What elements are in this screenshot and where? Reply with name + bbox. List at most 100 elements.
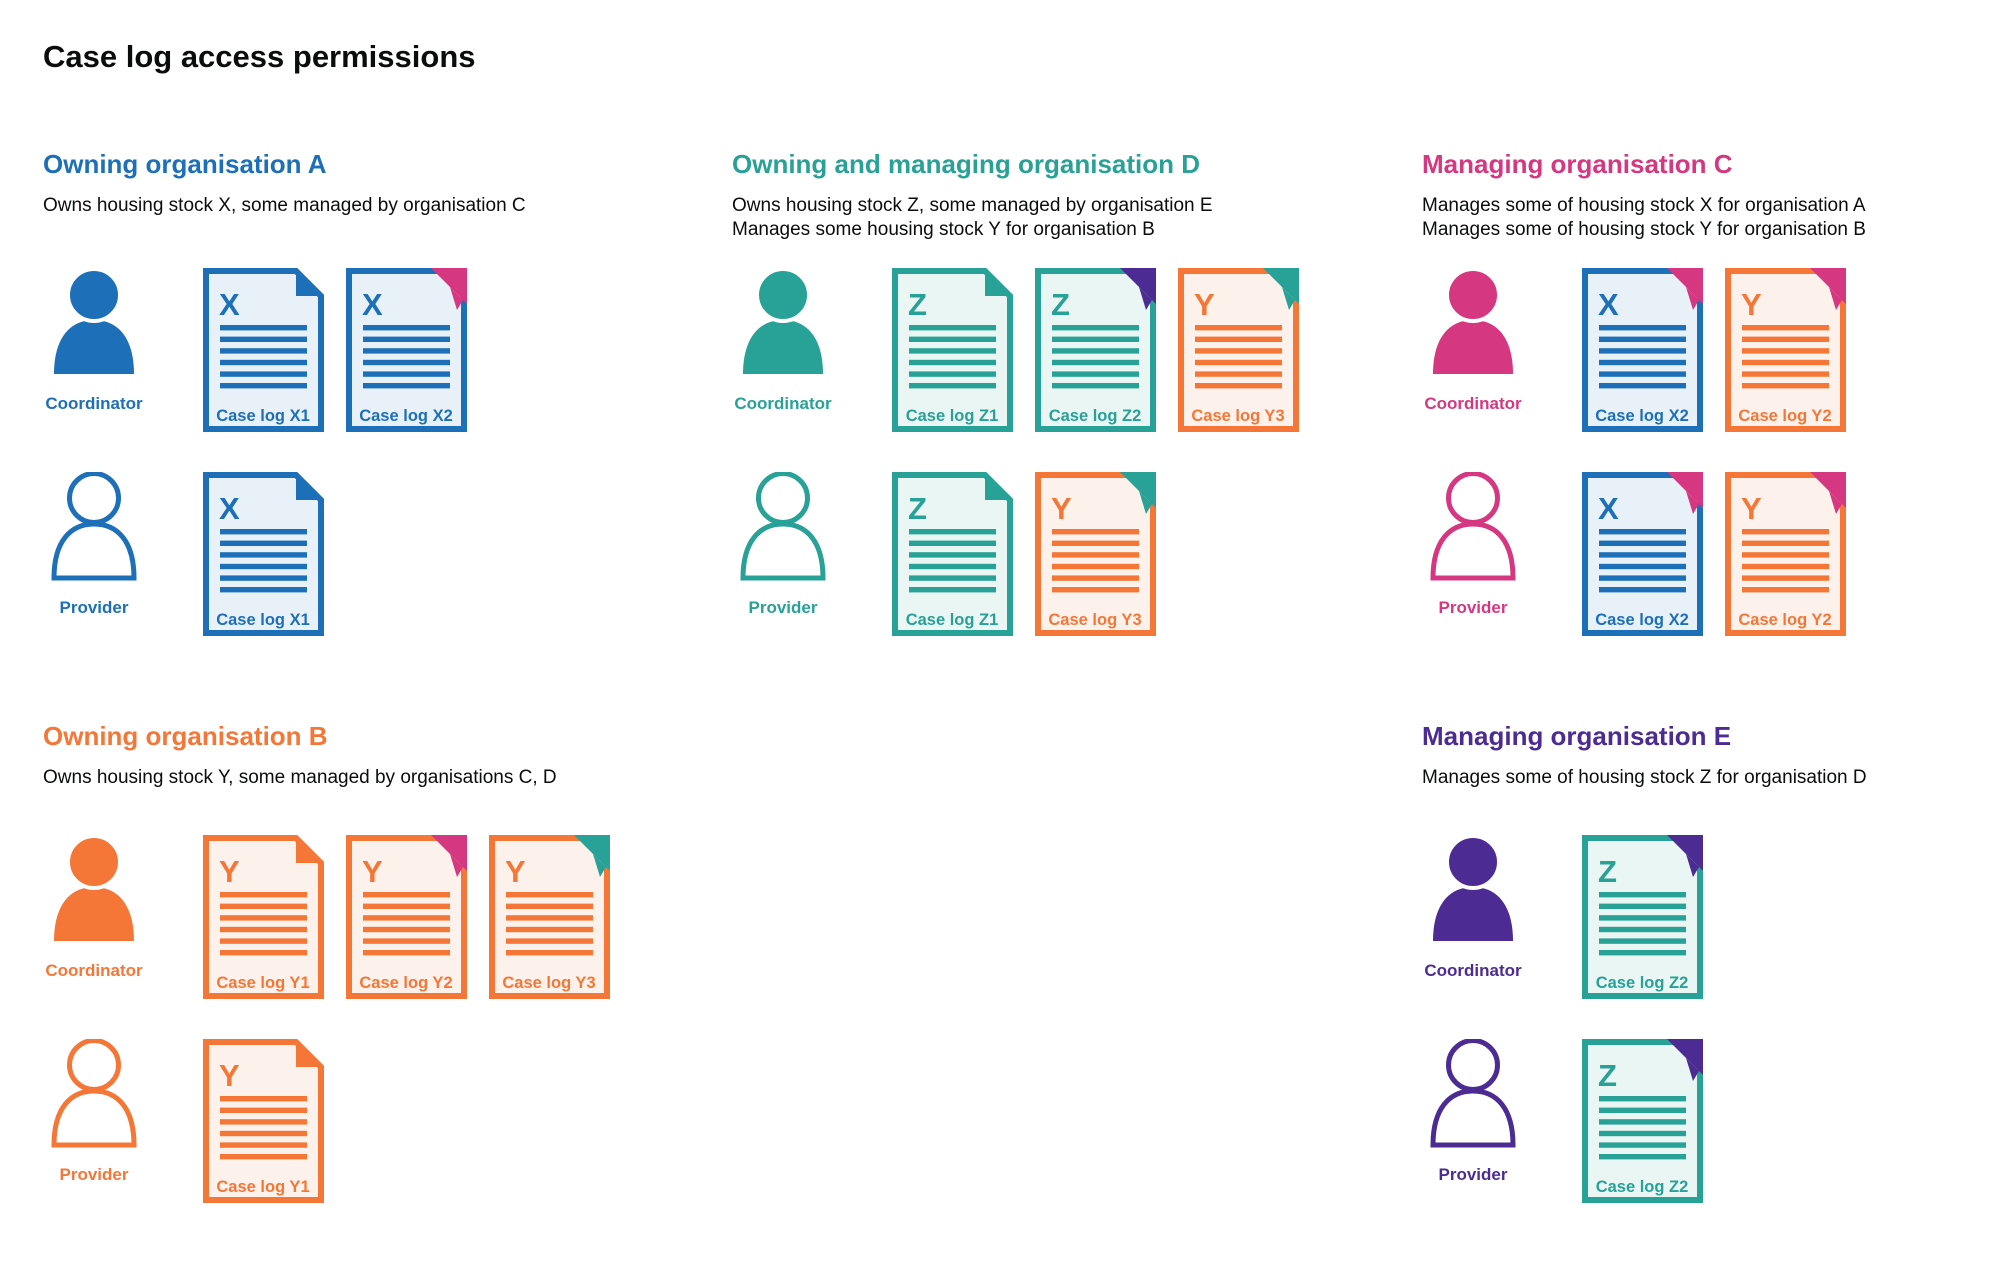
provider-icon — [50, 1038, 138, 1149]
svg-text:Z: Z — [1598, 1058, 1617, 1093]
svg-text:X: X — [1598, 287, 1619, 322]
role-row-provider: Provider X Case log X2 Y Case log Y2 — [1422, 471, 1997, 636]
svg-text:Case log Y3: Case log Y3 — [1191, 407, 1284, 425]
svg-text:Y: Y — [362, 854, 383, 889]
org-description: Owns housing stock Z, some managed by or… — [732, 194, 1392, 268]
svg-text:Case log Y2: Case log Y2 — [359, 974, 452, 992]
svg-text:Y: Y — [1741, 287, 1762, 322]
svg-text:Case log X2: Case log X2 — [1595, 407, 1689, 425]
person-column: Provider — [1422, 1038, 1524, 1185]
svg-text:Z: Z — [908, 491, 927, 526]
role-label: Coordinator — [734, 394, 832, 413]
page-title: Case log access permissions — [43, 39, 476, 74]
svg-text:Case log X2: Case log X2 — [359, 407, 453, 425]
role-row-provider: Provider Z Case log Z1 Y Case log Y3 — [732, 471, 1392, 636]
case-log-doc: Y Case log Y2 — [346, 835, 467, 999]
svg-text:Case log Z2: Case log Z2 — [1049, 407, 1142, 425]
case-log-doc: Y Case log Y1 — [203, 1039, 324, 1203]
case-log-docs: X Case log X1 — [203, 472, 324, 636]
org-description-line: Owns housing stock Y, some managed by or… — [43, 767, 557, 788]
person-column: Provider — [43, 1038, 145, 1185]
case-log-doc: X Case log X2 — [346, 268, 467, 432]
org-description: Manages some of housing stock Z for orga… — [1422, 766, 1997, 835]
svg-text:X: X — [362, 287, 383, 322]
org-section-d: Owning and managing organisation D Owns … — [732, 148, 1392, 636]
svg-text:Y: Y — [505, 854, 526, 889]
person-column: Provider — [1422, 471, 1524, 618]
case-log-docs: X Case log X2 Y Case log Y2 — [1582, 268, 1846, 432]
org-description: Owns housing stock Y, some managed by or… — [43, 766, 703, 835]
role-label: Provider — [748, 598, 818, 617]
org-description: Owns housing stock X, some managed by or… — [43, 194, 703, 268]
role-row-provider: Provider X Case log X1 — [43, 471, 703, 636]
person-column: Coordinator — [43, 267, 145, 414]
person-column: Coordinator — [732, 267, 834, 414]
svg-text:X: X — [1598, 491, 1619, 526]
org-heading: Owning and managing organisation D — [732, 149, 1201, 179]
case-log-docs: X Case log X2 Y Case log Y2 — [1582, 472, 1846, 636]
role-row-coordinator: Coordinator Y Case log Y1 Y Case log Y2 … — [43, 834, 703, 999]
case-log-docs: Z Case log Z1 Y Case log Y3 — [892, 472, 1156, 636]
role-label: Coordinator — [45, 394, 143, 413]
role-label: Provider — [59, 598, 129, 617]
org-description-line: Owns housing stock X, some managed by or… — [43, 195, 526, 216]
provider-icon — [50, 471, 138, 582]
org-section-a: Owning organisation A Owns housing stock… — [43, 148, 703, 636]
svg-text:Case log Y3: Case log Y3 — [502, 974, 595, 992]
coordinator-icon — [739, 267, 827, 378]
case-log-doc: Y Case log Y2 — [1725, 472, 1846, 636]
svg-text:Case log Y1: Case log Y1 — [216, 1178, 309, 1196]
case-log-doc: Y Case log Y2 — [1725, 268, 1846, 432]
svg-text:Z: Z — [1598, 854, 1617, 889]
case-log-doc: X Case log X1 — [203, 472, 324, 636]
role-label: Provider — [59, 1165, 129, 1184]
org-section-c: Managing organisation C Manages some of … — [1422, 148, 1997, 636]
coordinator-icon — [1429, 834, 1517, 945]
provider-icon — [739, 471, 827, 582]
case-log-doc: Y Case log Y1 — [203, 835, 324, 999]
provider-icon — [1429, 1038, 1517, 1149]
role-label: Coordinator — [1424, 961, 1522, 980]
svg-text:Case log X2: Case log X2 — [1595, 611, 1689, 629]
svg-text:Case log Z1: Case log Z1 — [906, 611, 999, 629]
svg-text:Y: Y — [1741, 491, 1762, 526]
svg-text:X: X — [219, 287, 240, 322]
role-row-coordinator: Coordinator X Case log X1 X Case log X2 — [43, 267, 703, 432]
svg-text:Case log Z2: Case log Z2 — [1596, 1178, 1689, 1196]
svg-text:Case log Y2: Case log Y2 — [1738, 407, 1831, 425]
svg-text:Y: Y — [219, 854, 240, 889]
case-log-doc: X Case log X1 — [203, 268, 324, 432]
org-description: Manages some of housing stock X for orga… — [1422, 194, 1997, 268]
svg-text:Y: Y — [1051, 491, 1072, 526]
svg-text:Z: Z — [1051, 287, 1070, 322]
svg-text:Case log X1: Case log X1 — [216, 611, 310, 629]
case-log-docs: Y Case log Y1 Y Case log Y2 Y Case log Y… — [203, 835, 610, 999]
org-heading: Owning organisation A — [43, 149, 327, 179]
case-log-docs: Z Case log Z1 Z Case log Z2 Y Case log Y… — [892, 268, 1299, 432]
svg-text:Case log Y3: Case log Y3 — [1048, 611, 1141, 629]
case-log-doc: Y Case log Y3 — [489, 835, 610, 999]
org-description-line: Owns housing stock Z, some managed by or… — [732, 195, 1213, 216]
svg-text:Case log X1: Case log X1 — [216, 407, 310, 425]
case-log-docs: Z Case log Z2 — [1582, 835, 1703, 999]
org-description-line: Manages some of housing stock X for orga… — [1422, 195, 1866, 216]
case-log-doc: X Case log X2 — [1582, 472, 1703, 636]
role-label: Coordinator — [1424, 394, 1522, 413]
svg-text:X: X — [219, 491, 240, 526]
org-description-line: Manages some of housing stock Z for orga… — [1422, 767, 1867, 788]
role-row-coordinator: Coordinator Z Case log Z2 — [1422, 834, 1997, 999]
svg-text:Case log Z1: Case log Z1 — [906, 407, 999, 425]
role-row-provider: Provider Z Case log Z2 — [1422, 1038, 1997, 1203]
org-description-line: Manages some housing stock Y for organis… — [732, 219, 1155, 240]
coordinator-icon — [1429, 267, 1517, 378]
svg-text:Y: Y — [219, 1058, 240, 1093]
svg-text:Case log Z2: Case log Z2 — [1596, 974, 1689, 992]
org-heading: Managing organisation E — [1422, 721, 1732, 751]
person-column: Provider — [43, 471, 145, 618]
role-row-provider: Provider Y Case log Y1 — [43, 1038, 703, 1203]
org-section-b: Owning organisation B Owns housing stock… — [43, 720, 703, 1203]
case-log-doc: Y Case log Y3 — [1178, 268, 1299, 432]
case-log-docs: Y Case log Y1 — [203, 1039, 324, 1203]
case-log-doc: Y Case log Y3 — [1035, 472, 1156, 636]
